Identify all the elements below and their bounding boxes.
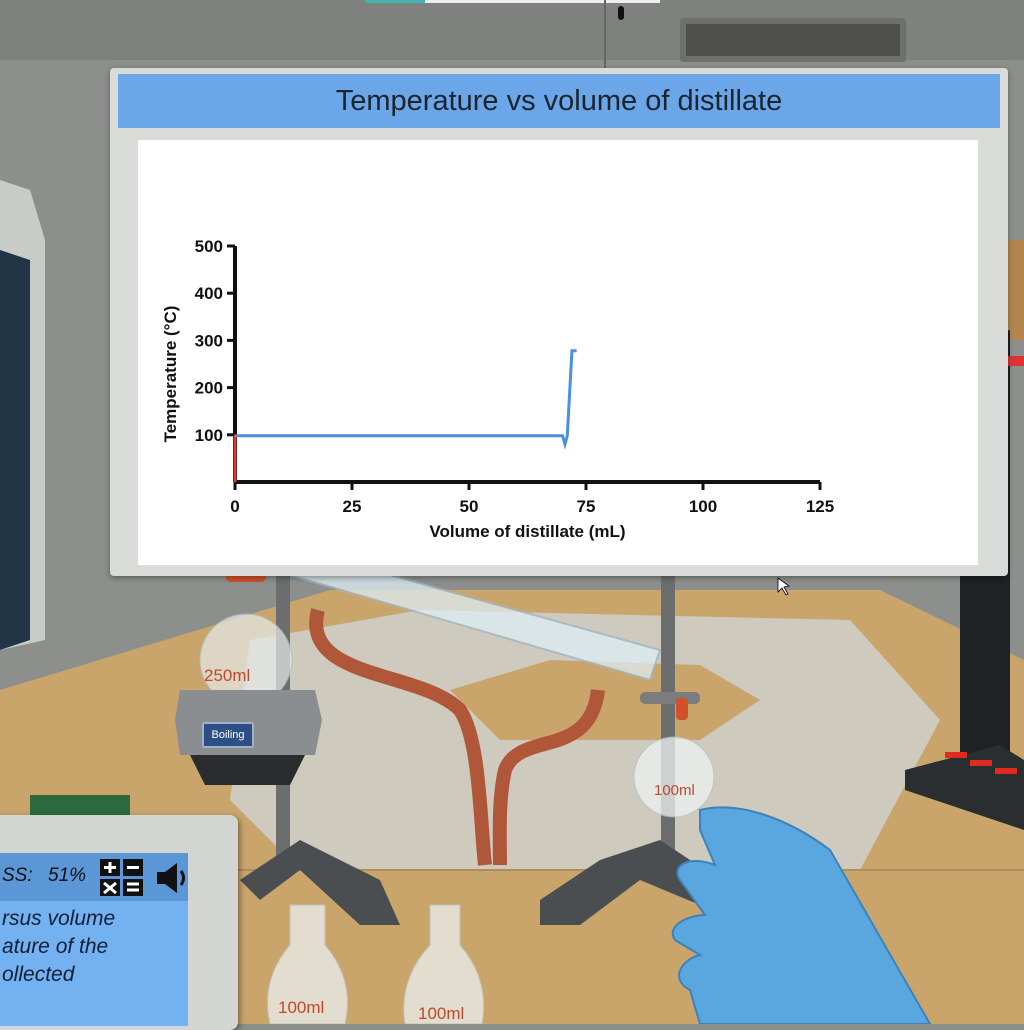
flask-spare-2-label: 100ml bbox=[418, 1004, 465, 1023]
y-tick-label: 500 bbox=[195, 237, 223, 256]
spare-flask-2 bbox=[403, 904, 485, 1024]
chart-title: Temperature vs volume of distillate bbox=[118, 74, 1000, 128]
instruction-text: rsus volume ature of the ollected bbox=[0, 901, 188, 1026]
x-tick-label: 50 bbox=[460, 497, 479, 516]
spare-flask-1 bbox=[267, 904, 348, 1024]
player-hand bbox=[671, 806, 932, 1024]
progress-value: 51% bbox=[48, 865, 87, 886]
series-line-1 bbox=[235, 349, 577, 450]
x-axis-label: Volume of distillate (mL) bbox=[429, 522, 625, 541]
x-tick-label: 100 bbox=[689, 497, 717, 516]
y-axis-label: Temperature (°C) bbox=[161, 306, 180, 443]
flask-250-label: 250ml bbox=[204, 666, 251, 685]
flask-spare-1-label: 100ml bbox=[278, 998, 325, 1017]
instruction-line: ollected bbox=[2, 963, 75, 986]
x-tick-label: 0 bbox=[230, 497, 239, 516]
x-tick-label: 125 bbox=[806, 497, 834, 516]
y-tick-label: 100 bbox=[195, 426, 223, 445]
instruction-line: rsus volume bbox=[2, 907, 116, 930]
speaker-icon[interactable] bbox=[155, 861, 191, 895]
y-tick-label: 400 bbox=[195, 284, 223, 303]
receiver-flask-100 bbox=[633, 736, 715, 818]
flask-receiver-label: 100ml bbox=[654, 782, 695, 799]
y-tick-label: 200 bbox=[195, 379, 223, 398]
y-tick-label: 300 bbox=[195, 331, 223, 350]
x-tick-label: 75 bbox=[577, 497, 596, 516]
heater-status-label: Boiling bbox=[202, 722, 254, 748]
instruction-tablet: SS: 51% rsus volume ature of the ollecte… bbox=[0, 815, 238, 1030]
instruction-line: ature of the bbox=[2, 935, 109, 958]
top-indicator bbox=[365, 0, 425, 3]
chart-area: 0 25 50 75 100 125 100 200 300 400 500 Volume of di… bbox=[138, 140, 978, 565]
condenser-tubing-out bbox=[492, 688, 605, 866]
calculator-icon[interactable] bbox=[100, 859, 144, 897]
x-tick-label: 25 bbox=[343, 497, 362, 516]
whiteboard: Temperature vs volume of distillate 0 25 5… bbox=[110, 68, 1008, 576]
progress-label: SS: bbox=[2, 865, 33, 886]
condenser-tubing-in bbox=[309, 608, 492, 866]
temperature-volume-chart: 0 25 50 75 100 125 100 200 300 400 500 Volume of di… bbox=[161, 237, 834, 541]
mouse-cursor-icon bbox=[777, 577, 790, 596]
tablet-header: SS: 51% bbox=[0, 853, 188, 901]
